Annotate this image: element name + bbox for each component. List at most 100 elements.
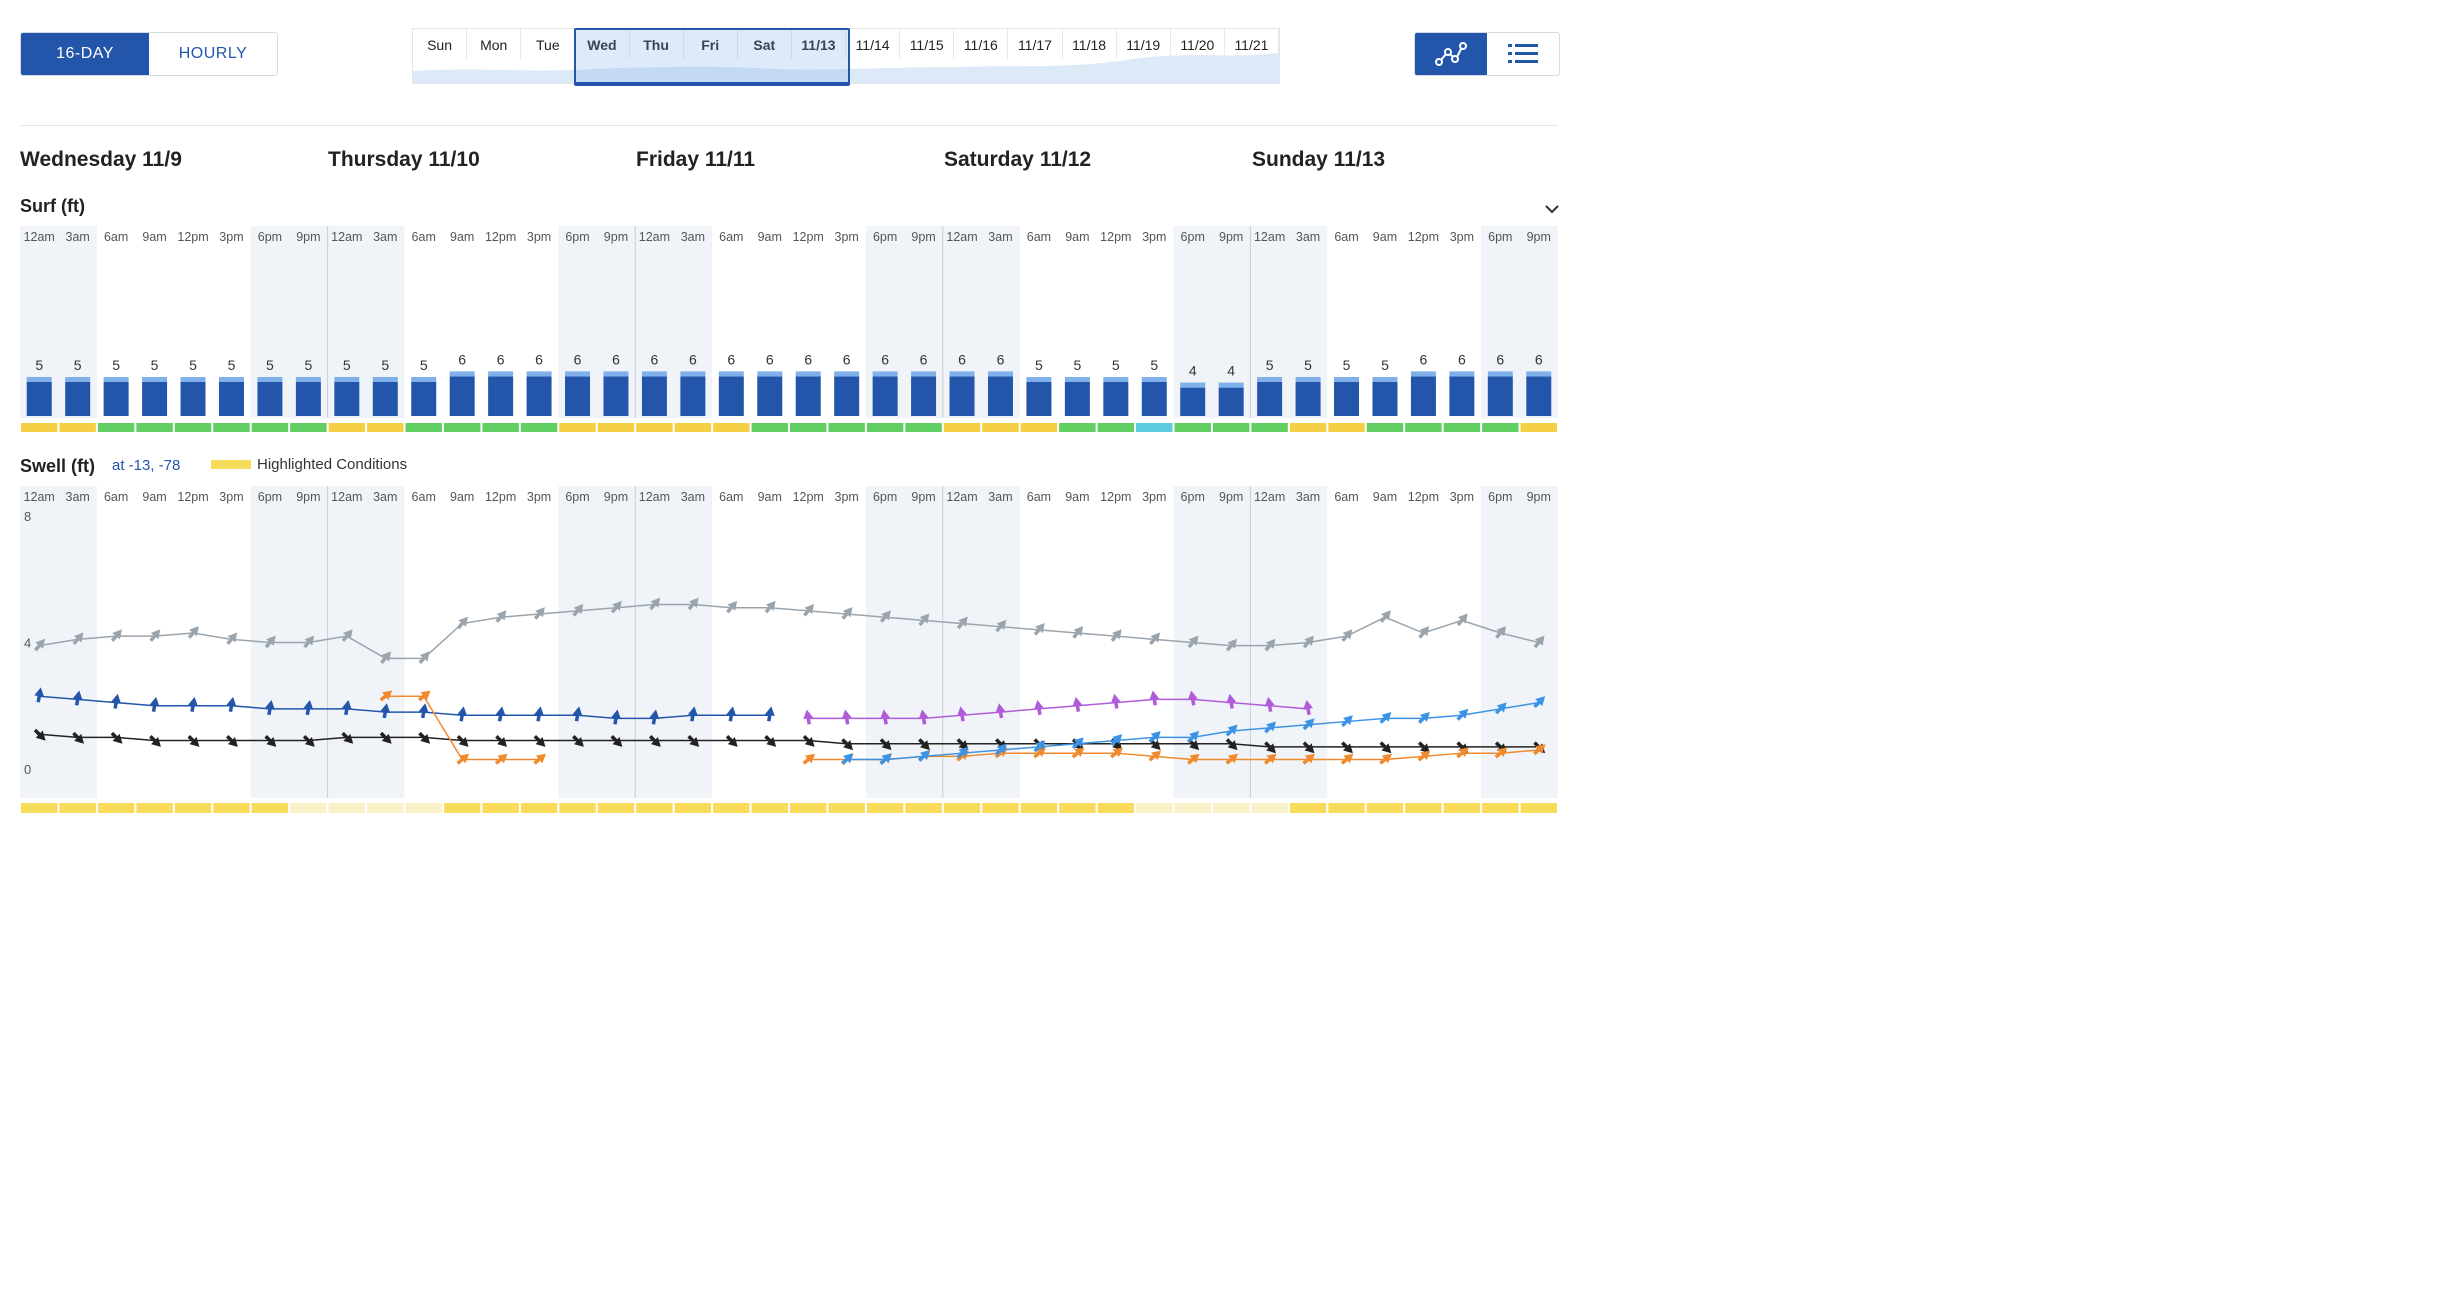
legend-swatch xyxy=(211,460,251,469)
surf-bar xyxy=(1064,382,1090,416)
swell-arrow-head xyxy=(380,703,391,713)
surf-value: 5 xyxy=(1035,357,1043,373)
surf-title: Surf (ft) xyxy=(20,196,85,216)
swell-series xyxy=(803,690,1313,725)
hour-label: 6am xyxy=(412,230,436,244)
swell-arrow-head xyxy=(1189,753,1200,764)
condition-bar xyxy=(1405,423,1442,432)
night-shade xyxy=(635,486,713,798)
surf-chart: 12am 3am 6am 9am 12pm 3pm 6pm 9pm 12am 3am 6am 9am 1… xyxy=(20,226,1558,432)
timeline-day[interactable]: 11/13 xyxy=(792,29,846,59)
swell-arrow-head xyxy=(458,737,469,747)
surf-bar-top xyxy=(372,377,398,382)
highlight-cell xyxy=(290,803,327,813)
swell-arrow-head xyxy=(304,635,315,646)
swell-arrow-head xyxy=(35,730,46,741)
surf-bar xyxy=(1334,382,1360,416)
swell-arrow-head xyxy=(74,733,85,744)
swell-arrow-head xyxy=(727,737,738,747)
condition-bar xyxy=(1520,423,1557,432)
swell-arrow-head xyxy=(996,619,1007,630)
condition-bar xyxy=(1020,423,1058,432)
surf-bar-top xyxy=(411,377,437,382)
timeline-selection[interactable] xyxy=(574,28,850,86)
surf-bar-top xyxy=(1487,371,1513,377)
surf-value: 5 xyxy=(1073,357,1081,373)
swell-arrow-head xyxy=(918,709,929,720)
surf-bar xyxy=(795,376,821,416)
timeline-day[interactable]: Sun xyxy=(413,29,468,59)
swell-arrow-head xyxy=(1072,696,1083,707)
timeline-day[interactable]: 11/14 xyxy=(846,29,901,59)
surf-bar xyxy=(526,376,552,416)
surf-value: 5 xyxy=(1150,357,1158,373)
hour-label: 3pm xyxy=(835,230,859,244)
highlight-cell xyxy=(328,803,366,813)
swell-arrow-head xyxy=(1112,734,1123,745)
surf-bar-top xyxy=(103,377,129,382)
list-view-button[interactable] xyxy=(1487,33,1559,75)
timeline-sparkline xyxy=(413,53,1279,83)
swell-line xyxy=(39,695,770,720)
swell-arrow-head xyxy=(381,733,392,744)
condition-bar xyxy=(982,423,1019,432)
timeline-day[interactable]: Wed xyxy=(575,29,630,59)
surf-bar xyxy=(911,376,937,416)
swell-arrow-head xyxy=(189,626,199,637)
surf-value: 6 xyxy=(843,351,851,367)
hour-label: 6pm xyxy=(258,490,282,504)
timeline-day[interactable]: 11/15 xyxy=(900,29,955,59)
swell-arrow-head xyxy=(112,733,123,744)
timeline-day[interactable]: Mon xyxy=(467,29,522,59)
swell-arrow-head xyxy=(1073,626,1084,637)
surf-bar xyxy=(257,382,283,416)
timeline-day[interactable]: Sat xyxy=(738,29,792,59)
chart-view-button[interactable] xyxy=(1415,33,1487,75)
chart-view-icon xyxy=(1435,42,1467,66)
swell-line xyxy=(39,733,1539,748)
day-range-timeline[interactable]: Sun Mon Tue Wed Thu Fri Sat 11/13 11/14 11/15 11/1… xyxy=(412,28,1280,86)
highlight-cell xyxy=(1212,803,1250,813)
swell-arrow-head xyxy=(381,651,392,662)
swell-arrow-head xyxy=(1535,744,1546,754)
highlight-cell xyxy=(751,803,788,813)
swell-arrow-head xyxy=(1266,743,1276,754)
swell-arrow-head xyxy=(841,709,852,720)
timeline-day[interactable]: Fri xyxy=(684,29,738,59)
surf-value: 6 xyxy=(1496,351,1504,367)
swell-arrow-head xyxy=(1265,638,1276,649)
night-shade xyxy=(865,486,943,798)
timeline-day[interactable]: 11/16 xyxy=(954,29,1009,59)
timeline-day[interactable]: 11/21 xyxy=(1225,29,1279,59)
hour-label: 6am xyxy=(104,230,128,244)
surf-value: 5 xyxy=(304,357,312,373)
timeline-day[interactable]: 11/17 xyxy=(1008,29,1063,59)
swell-arrow-head xyxy=(649,709,660,720)
surf-bar-top xyxy=(757,371,783,377)
swell-arrow-head xyxy=(1074,747,1085,758)
timeline-day[interactable]: Thu xyxy=(630,29,684,59)
legend-label: Highlighted Conditions xyxy=(257,456,408,473)
surf-bar-top xyxy=(1526,371,1552,377)
timeline-day[interactable]: 11/19 xyxy=(1117,29,1171,59)
swell-arrow-head xyxy=(1151,750,1162,761)
swell-arrow-head xyxy=(843,740,854,751)
hour-label: 6am xyxy=(1334,490,1358,504)
highlight-cell xyxy=(1136,803,1173,813)
surf-bar-top xyxy=(334,377,360,382)
surf-bar xyxy=(1410,376,1436,416)
swell-series xyxy=(34,687,775,725)
hourly-button[interactable]: HOURLY xyxy=(149,33,277,75)
condition-bar xyxy=(328,423,366,432)
condition-bar xyxy=(790,423,827,432)
chevron-down-icon[interactable] xyxy=(1545,204,1559,214)
highlight-cell xyxy=(482,803,519,813)
swell-arrow-head xyxy=(1227,638,1237,649)
swell-title: Swell (ft) xyxy=(20,456,95,476)
surf-bar xyxy=(103,382,129,416)
swell-arrow-head xyxy=(1304,753,1315,764)
16-day-button[interactable]: 16-DAY xyxy=(21,33,149,75)
surf-bar-top xyxy=(834,371,860,377)
timeline-day[interactable]: 11/18 xyxy=(1063,29,1117,59)
timeline-day[interactable]: 11/20 xyxy=(1171,29,1225,59)
